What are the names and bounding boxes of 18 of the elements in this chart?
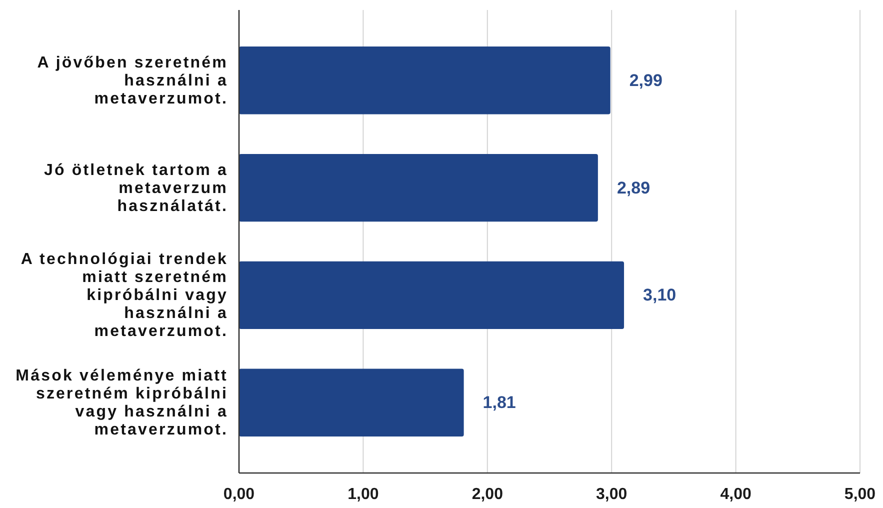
bar [239, 368, 464, 436]
x-tick-label: 2,00 [472, 486, 504, 503]
y-tick-label: Mások véleménye miatt szeretném kipróbálni vagy használni a metaverzumot. [16, 367, 228, 438]
bar [239, 154, 598, 222]
data-label: 2,89 [616, 178, 650, 198]
x-tick-label: 3,00 [596, 486, 628, 503]
data-label: 2,99 [629, 70, 662, 90]
data-label: 3,10 [643, 286, 676, 305]
x-tick-label: 1,00 [348, 486, 379, 503]
data-label: 1,81 [482, 393, 516, 412]
y-tick-label: A jövőben szeretném használni a metaverzumot. [37, 54, 228, 107]
y-tick-label: A technológiai trendek miatt szeretném kipróbálni vagy használni a metaverzumot. [20, 250, 228, 340]
y-tick-label: Jó ötletnek tartom a metaverzum használatát. [44, 161, 228, 214]
x-tick-label: 5,00 [844, 486, 876, 503]
bar [239, 46, 610, 114]
x-tick-label: 4,00 [720, 486, 752, 503]
bar [239, 261, 624, 330]
x-tick-label: 0,00 [223, 486, 255, 503]
